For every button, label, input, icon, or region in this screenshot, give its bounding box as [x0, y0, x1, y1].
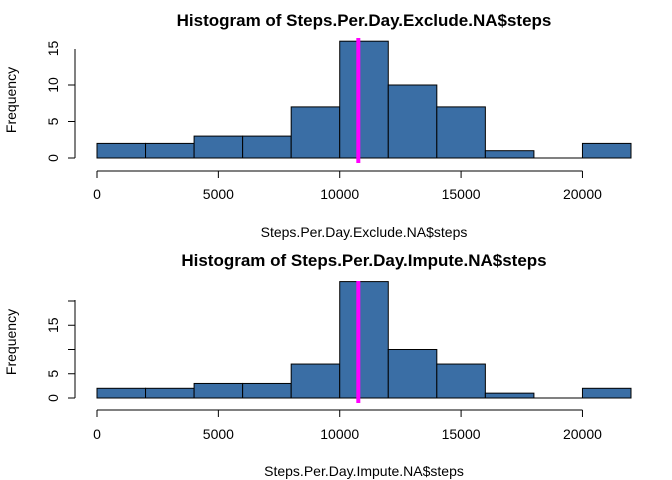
x-tick-label: 0 — [93, 426, 101, 442]
histogram-bar — [581, 387, 632, 399]
x-tick-label: 10000 — [320, 186, 359, 202]
y-tick-label: 5 — [45, 370, 61, 378]
histogram-bar — [290, 363, 341, 399]
histogram-bar — [581, 142, 632, 159]
x-axis: 0 5000 10000 15000 20000 — [93, 170, 602, 202]
y-axis: 0 5 15 — [45, 300, 76, 402]
histogram-bar — [339, 281, 389, 399]
histogram-bar — [193, 135, 244, 159]
histogram-bar — [484, 150, 535, 159]
histogram-bar — [436, 106, 486, 159]
y-tick-label: 0 — [45, 154, 61, 162]
histogram-bar — [436, 363, 486, 399]
x-tick-label: 15000 — [442, 186, 481, 202]
y-axis-label: Frequency — [3, 309, 19, 375]
x-tick-label: 20000 — [563, 426, 602, 442]
histogram-bar — [290, 106, 341, 159]
histogram-bar — [484, 392, 535, 399]
histogram-bar — [387, 84, 438, 159]
y-tick-label: 0 — [45, 394, 61, 402]
x-tick-label: 20000 — [563, 186, 602, 202]
histogram-bar — [242, 135, 292, 159]
y-tick-label: 5 — [45, 117, 61, 125]
bars-group — [96, 40, 632, 159]
y-tick-label: 15 — [45, 41, 61, 57]
histogram-panel-exclude-na: Histogram of Steps.Per.Day.Exclude.NA$st… — [3, 11, 632, 240]
x-tick-label: 5000 — [203, 186, 234, 202]
histogram-bar — [96, 387, 147, 399]
x-axis: 0 5000 10000 15000 20000 — [93, 409, 602, 442]
histogram-bar — [387, 349, 438, 399]
y-tick-label: 15 — [45, 317, 61, 333]
histogram-bar — [96, 142, 147, 159]
histogram-panel-impute-na: Histogram of Steps.Per.Day.Impute.NA$ste… — [3, 251, 632, 479]
chart-title: Histogram of Steps.Per.Day.Exclude.NA$st… — [177, 11, 552, 30]
x-tick-label: 5000 — [203, 426, 234, 442]
histogram-bar — [193, 382, 244, 399]
x-axis-label: Steps.Per.Day.Exclude.NA$steps — [261, 224, 468, 240]
x-tick-label: 10000 — [320, 426, 359, 442]
bars-group — [96, 281, 632, 399]
histogram-bar — [242, 382, 292, 399]
histogram-bar — [339, 40, 389, 159]
x-tick-label: 15000 — [442, 426, 481, 442]
chart-title: Histogram of Steps.Per.Day.Impute.NA$ste… — [181, 251, 546, 270]
y-axis: 0 5 10 15 — [45, 41, 76, 162]
histogram-bar — [145, 387, 195, 399]
x-axis-label: Steps.Per.Day.Impute.NA$steps — [264, 463, 464, 479]
x-tick-label: 0 — [93, 186, 101, 202]
y-tick-label: 10 — [45, 77, 61, 93]
y-axis-label: Frequency — [3, 67, 19, 133]
histogram-bar — [145, 142, 195, 159]
